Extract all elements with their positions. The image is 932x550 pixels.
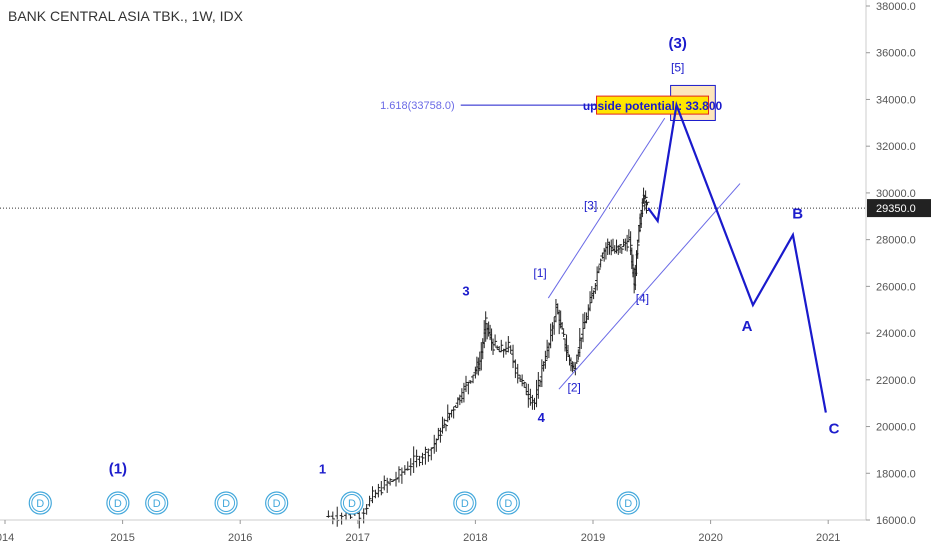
price-tick-label: 34000.0: [876, 94, 916, 106]
price-tick-label: 30000.0: [876, 188, 916, 200]
annotation-text: upside potential : 33.800: [583, 99, 723, 113]
wave-label: 1: [319, 461, 326, 476]
dividend-marker-ring: [499, 494, 518, 512]
candles-layer: [326, 187, 650, 529]
price-tick-label: 38000.0: [876, 1, 916, 13]
last-price-tag: [867, 199, 931, 218]
dividend-marker-ring: [147, 494, 166, 512]
dividend-marker: [106, 491, 130, 515]
time-tick-label: 2015: [110, 532, 134, 544]
dividend-marker-ring: [619, 494, 638, 512]
dividend-marker-ring: [108, 494, 127, 512]
overlay-layer: 1.618(33758.0) upside potential : 33.800 (…: [28, 35, 840, 515]
dividend-marker-label: D: [504, 498, 512, 510]
dividend-marker: [453, 491, 477, 515]
time-tick-label: 014: [0, 532, 14, 544]
dividend-marker-ring: [267, 494, 286, 512]
wave-label: A: [742, 318, 753, 335]
wave-label: 4: [538, 410, 546, 425]
dividend-marker: [496, 491, 520, 515]
price-tick-label: 32000.0: [876, 141, 916, 153]
dividend-marker-label: D: [273, 498, 281, 510]
dividend-marker-label: D: [348, 498, 356, 510]
dividend-marker-ring: [342, 494, 361, 512]
dividend-marker: [214, 491, 238, 515]
dividend-marker-ring: [217, 494, 236, 512]
dividend-marker-ring: [31, 494, 50, 512]
dividend-marker-label: D: [624, 498, 632, 510]
time-tick-label: 2019: [581, 532, 605, 544]
price-tick-label: 26000.0: [876, 281, 916, 293]
price-tick-label: 24000.0: [876, 328, 916, 340]
price-tick-label: 16000.0: [876, 515, 916, 527]
time-tick-label: 2020: [698, 532, 722, 544]
dividend-marker: [28, 491, 52, 515]
wave-label: C: [829, 421, 840, 438]
dividend-marker-label: D: [153, 498, 161, 510]
chart-title: BANK CENTRAL ASIA TBK., 1W, IDX: [8, 8, 243, 24]
dividend-marker: [340, 491, 364, 515]
dividend-marker-label: D: [461, 498, 469, 510]
wave-label: 3: [462, 284, 469, 299]
wave-label: [1]: [533, 266, 546, 280]
dividend-marker-ring: [455, 494, 474, 512]
wave-label: B: [792, 206, 803, 223]
time-tick-label: 2021: [816, 532, 840, 544]
price-tick-label: 28000.0: [876, 235, 916, 247]
time-tick-label: 2017: [346, 532, 370, 544]
channel-line: [558, 183, 741, 390]
wave-label: [4]: [636, 292, 649, 306]
wave-projection-path: [647, 100, 827, 413]
wave-label: (3): [669, 35, 687, 52]
dividend-marker: [145, 491, 169, 515]
last-price-label: 29350.0: [876, 203, 916, 215]
wave-label: [2]: [568, 381, 581, 395]
price-tick-label: 22000.0: [876, 375, 916, 387]
dividend-marker-label: D: [114, 498, 122, 510]
time-tick-label: 2018: [463, 532, 487, 544]
price-tick-label: 18000.0: [876, 468, 916, 480]
price-tick-label: 20000.0: [876, 422, 916, 434]
wave-label: [5]: [671, 60, 684, 74]
wave-label: [3]: [584, 198, 597, 212]
annotation-box: [596, 95, 710, 115]
dividend-marker-label: D: [222, 498, 230, 510]
fib-level-label: 1.618(33758.0): [380, 100, 455, 112]
dividend-marker: [616, 491, 640, 515]
price-tick-label: 36000.0: [876, 48, 916, 60]
wave-label: (1): [109, 460, 127, 477]
dividend-marker: [265, 491, 289, 515]
dividend-marker-label: D: [36, 498, 44, 510]
channel-line: [547, 117, 666, 299]
time-tick-label: 2016: [228, 532, 252, 544]
